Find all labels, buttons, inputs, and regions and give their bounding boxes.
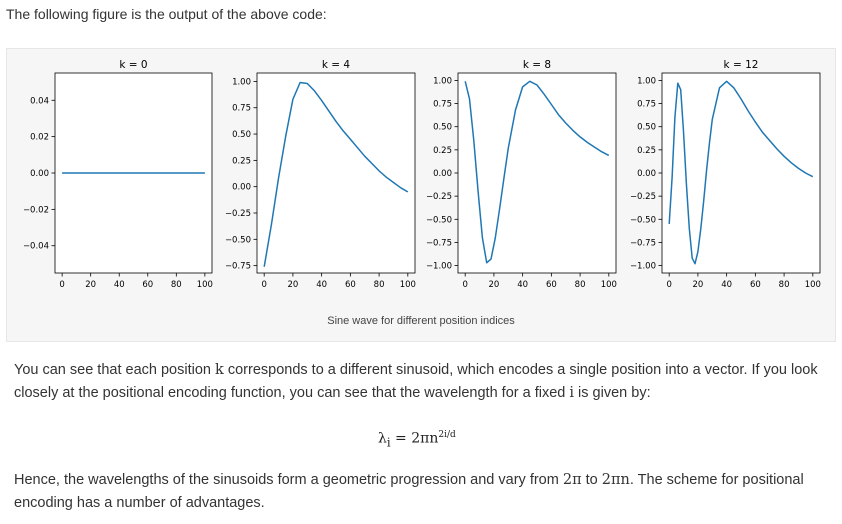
- y-tick-label-1-2: −0.25: [225, 209, 251, 219]
- y-tick-label-0-3: 0.02: [30, 133, 49, 143]
- x-tick-label-3-4: 80: [779, 280, 790, 290]
- y-tick-label-2-4: 0.00: [433, 169, 452, 179]
- x-tick-label-3-1: 20: [692, 280, 703, 290]
- y-tick-label-1-6: 0.75: [232, 104, 251, 114]
- plot-area-1: [256, 72, 416, 274]
- subplot-title-1: k = 4: [322, 59, 351, 71]
- y-tick-label-3-7: 0.75: [637, 100, 656, 110]
- x-tick-label-3-2: 40: [721, 280, 732, 290]
- x-tick-label-0-2: 40: [114, 280, 125, 290]
- formula-lhs: λ: [378, 430, 387, 447]
- y-tick-label-3-0: −1.00: [630, 262, 656, 272]
- paragraph-1-part-c: is given by:: [574, 385, 651, 401]
- variable-i: i: [569, 385, 575, 401]
- subplot-title-0: k = 0: [119, 59, 147, 71]
- y-tick-label-3-2: −0.50: [630, 215, 656, 225]
- x-tick-label-2-3: 60: [546, 280, 557, 290]
- x-tick-label-0-3: 60: [142, 280, 153, 290]
- y-tick-label-1-0: −0.75: [225, 262, 251, 272]
- x-tick-label-2-5: 100: [601, 280, 617, 290]
- y-tick-label-1-3: 0.00: [232, 183, 251, 193]
- x-tick-label-2-1: 20: [488, 280, 499, 290]
- subplot-3: k = 12 0 20 40 60 80 100 −1.00 −0.75 −0.50 −0.25 0.…: [630, 59, 821, 290]
- y-tick-label-2-8: 1.00: [433, 76, 452, 86]
- subplot-title-3: k = 12: [724, 59, 759, 71]
- paragraph-2: Hence, the wavelengths of the sinusoids …: [14, 469, 826, 515]
- figure-container: k = 0 0 20 40 60 80 100 −0.04 −0.02 0.00 0.02 0.04 k…: [6, 48, 836, 342]
- series-line-3-0: [668, 80, 814, 265]
- x-tick-label-1-1: 20: [287, 280, 298, 290]
- paragraph-1: You can see that each position k corresp…: [14, 359, 826, 405]
- x-tick-label-1-3: 60: [345, 280, 356, 290]
- range-from: 2π: [562, 472, 582, 488]
- x-tick-label-3-3: 60: [750, 280, 761, 290]
- y-tick-label-0-2: 0.00: [30, 169, 49, 179]
- x-tick-label-3-0: 0: [666, 280, 671, 290]
- x-tick-label-0-5: 100: [197, 280, 213, 290]
- x-tick-label-0-0: 0: [59, 280, 64, 290]
- subplot-0: k = 0 0 20 40 60 80 100 −0.04 −0.02 0.00 0.02 0.04: [23, 59, 213, 290]
- y-tick-label-2-0: −1.00: [426, 262, 452, 272]
- series-line-1-0: [263, 81, 409, 267]
- x-tick-label-1-5: 100: [400, 280, 416, 290]
- x-tick-label-3-5: 100: [805, 280, 821, 290]
- y-tick-label-0-0: −0.04: [23, 242, 49, 252]
- subplot-title-2: k = 8: [523, 59, 551, 71]
- y-tick-label-0-4: 0.04: [30, 96, 49, 106]
- y-tick-label-2-5: 0.25: [433, 146, 452, 156]
- paragraph-1-part-a: You can see that each position: [14, 362, 216, 378]
- y-tick-label-2-7: 0.75: [433, 100, 452, 110]
- y-tick-label-1-4: 0.25: [232, 156, 251, 166]
- x-tick-label-0-4: 80: [171, 280, 182, 290]
- y-tick-label-3-3: −0.25: [630, 192, 656, 202]
- y-tick-label-3-8: 1.00: [637, 76, 656, 86]
- y-tick-label-1-7: 1.00: [232, 77, 251, 87]
- paragraph-2-part-a: Hence, the wavelengths of the sinusoids …: [14, 472, 563, 488]
- variable-k: k: [215, 362, 224, 378]
- y-tick-label-0-1: −0.02: [23, 205, 49, 215]
- range-to: 2πn: [601, 472, 630, 488]
- chart-figure: k = 00 20 40 60 80 100−0.04−0.020.000.020.04k…: [23, 59, 821, 290]
- x-tick-label-1-2: 40: [316, 280, 327, 290]
- x-tick-label-2-4: 80: [575, 280, 586, 290]
- x-tick-label-0-1: 20: [85, 280, 96, 290]
- formula-rhs: = 2πn: [390, 430, 439, 447]
- paragraph-2-part-b: to: [581, 472, 602, 488]
- x-tick-label-1-0: 0: [261, 280, 266, 290]
- formula-exponent: 2i/d: [438, 430, 456, 440]
- y-tick-label-1-1: −0.50: [225, 235, 251, 245]
- subplot-2: k = 8 0 20 40 60 80 100 −1.00 −0.75 −0.50 −0.25 0.0…: [426, 59, 617, 290]
- paragraph-1-part-b: corresponds to a different sinusoid, whi…: [14, 362, 818, 401]
- y-tick-label-3-5: 0.25: [637, 146, 656, 156]
- wavelength-formula: λi = 2πn2i/d: [378, 430, 456, 449]
- y-tick-label-2-6: 0.50: [433, 123, 452, 133]
- x-tick-label-2-2: 40: [517, 280, 528, 290]
- paragraph-2-part-c: . The scheme for positional encoding has…: [14, 472, 804, 511]
- subplot-1: k = 4 0 20 40 60 80 100 −0.75 −0.50 −0.25 0.00 0.25…: [225, 59, 416, 290]
- y-tick-label-1-5: 0.50: [232, 130, 251, 140]
- y-tick-label-2-2: −0.50: [426, 215, 452, 225]
- y-tick-label-3-6: 0.50: [637, 123, 656, 133]
- series-line-2-0: [464, 80, 610, 264]
- intro-text: The following figure is the output of th…: [6, 6, 327, 22]
- formula-subscript: i: [386, 435, 391, 450]
- figure-caption: Sine wave for different position indices: [327, 315, 515, 327]
- x-tick-label-2-0: 0: [462, 280, 467, 290]
- y-tick-label-2-1: −0.75: [426, 238, 452, 248]
- y-tick-label-2-3: −0.25: [426, 192, 452, 202]
- x-tick-label-1-4: 80: [374, 280, 385, 290]
- plot-area-2: [457, 72, 617, 274]
- y-tick-label-3-1: −0.75: [630, 238, 656, 248]
- y-tick-label-3-4: 0.00: [637, 169, 656, 179]
